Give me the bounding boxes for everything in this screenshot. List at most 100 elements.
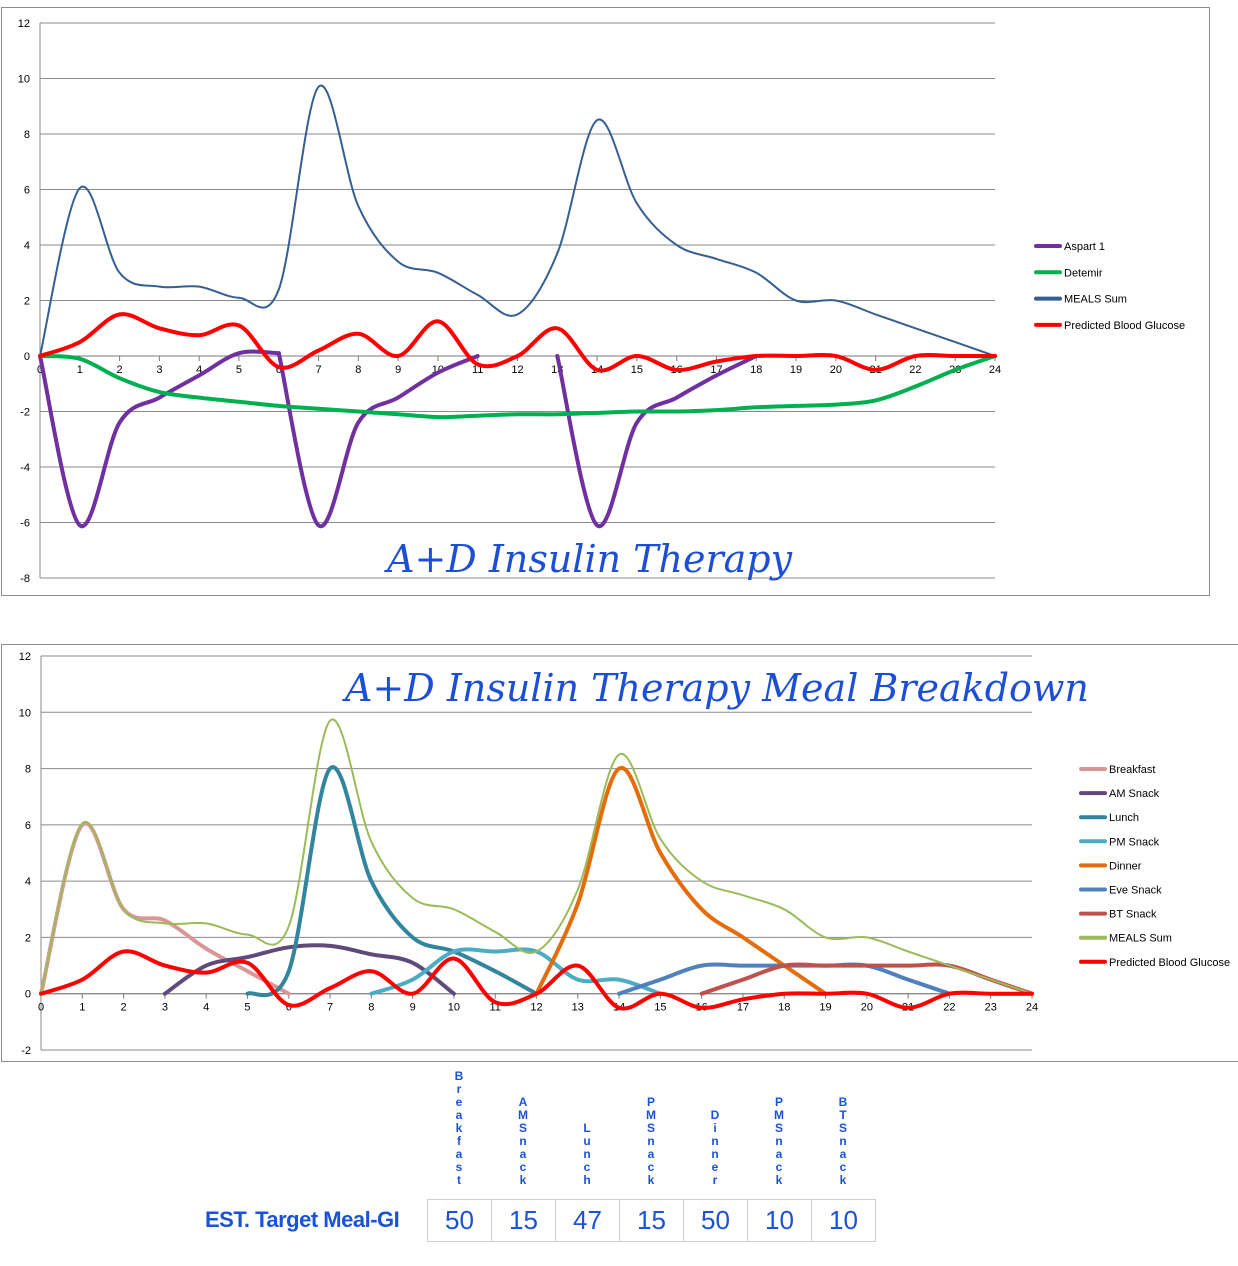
x-tick-label: 24 (989, 364, 1001, 376)
gi-row-label: EST. Target Meal-GI (205, 1207, 400, 1232)
x-tick-label: 18 (778, 1002, 790, 1014)
legend-entry: Lunch (1079, 812, 1139, 824)
gi-value-cell: 50 (427, 1199, 492, 1242)
x-tick-label: 5 (236, 364, 242, 376)
y-tick-label: 12 (18, 18, 30, 30)
legend-label: BT Snack (1109, 909, 1157, 921)
x-tick-label: 5 (244, 1002, 250, 1014)
series-am-snack (162, 943, 456, 996)
series-line (245, 765, 539, 998)
legend-label: Predicted Blood Glucose (1064, 320, 1185, 332)
series-line (39, 949, 1034, 1011)
legend-entry: Breakfast (1079, 764, 1155, 776)
legend-entry: AM Snack (1079, 788, 1160, 800)
x-tick-label: 7 (327, 1002, 333, 1014)
series-line (369, 947, 663, 996)
series-line (555, 354, 759, 529)
x-tick-label: 17 (737, 1002, 749, 1014)
series-line (40, 718, 1033, 995)
series-line (617, 962, 952, 996)
legend-entry: Eve Snack (1079, 885, 1162, 897)
series-line (162, 943, 456, 996)
x-tick-label: 7 (315, 364, 321, 376)
series-line (699, 962, 1034, 996)
gi-value-cell: 47 (555, 1199, 620, 1242)
x-tick-label: 20 (830, 364, 842, 376)
chart-title: A+D Insulin Therapy (384, 537, 793, 581)
y-tick-label: 8 (24, 129, 30, 141)
series-meals-sum (39, 84, 996, 357)
series-meals-sum (40, 718, 1033, 995)
x-tick-label: 0 (37, 364, 43, 376)
x-tick-label: 1 (77, 364, 83, 376)
gi-value-cell: 10 (811, 1199, 876, 1242)
legend-label: PM Snack (1109, 836, 1160, 848)
legend-entry: Dinner (1079, 860, 1142, 872)
series-line (38, 349, 281, 529)
x-tick-label: 8 (355, 364, 361, 376)
y-tick-label: 12 (19, 651, 31, 663)
y-tick-label: 4 (24, 240, 30, 252)
y-tick-label: 10 (18, 74, 30, 86)
x-tick-label: 18 (750, 364, 762, 376)
x-tick-label: 22 (909, 364, 921, 376)
y-tick-label: 0 (24, 351, 30, 363)
x-tick-label: 19 (819, 1002, 831, 1014)
legend-label: Breakfast (1109, 764, 1155, 776)
gi-value-cell: 50 (683, 1199, 748, 1242)
x-tick-label: 15 (654, 1002, 666, 1014)
legend-label: Aspart 1 (1064, 241, 1105, 253)
x-tick-label: 4 (203, 1002, 209, 1014)
x-tick-label: 0 (38, 1002, 44, 1014)
legend-entry: Aspart 1 (1034, 241, 1105, 253)
y-tick-label: 6 (25, 820, 31, 832)
series-dinner (534, 766, 828, 996)
x-tick-label: 23 (985, 1002, 997, 1014)
x-tick-label: 12 (511, 364, 523, 376)
series-line (38, 354, 997, 420)
x-tick-label: 24 (1026, 1002, 1038, 1014)
series-aspart-1 (38, 349, 759, 529)
legend-entry: Predicted Blood Glucose (1079, 957, 1230, 969)
x-tick-label: 9 (410, 1002, 416, 1014)
y-tick-label: 4 (25, 876, 31, 888)
legend-entry: MEALS Sum (1034, 294, 1127, 306)
y-tick-label: 2 (24, 296, 30, 308)
x-tick-label: 8 (368, 1002, 374, 1014)
y-tick-label: 2 (25, 932, 31, 944)
gi-table: 50 15 47 15 50 10 10 (427, 1199, 876, 1242)
y-tick-label: -8 (20, 573, 30, 585)
x-tick-label: 3 (162, 1002, 168, 1014)
x-tick-label: 19 (790, 364, 802, 376)
y-tick-label: -4 (20, 462, 30, 474)
y-tick-label: 8 (25, 764, 31, 776)
legend-label: Eve Snack (1109, 885, 1162, 897)
gi-value-cell: 15 (619, 1199, 684, 1242)
legend-label: Dinner (1109, 860, 1142, 872)
x-tick-label: 2 (121, 1002, 127, 1014)
x-tick-label: 2 (117, 364, 123, 376)
chart-title: A+D Insulin Therapy Meal Breakdown (342, 666, 1089, 710)
legend-entry: MEALS Sum (1079, 933, 1172, 945)
series-line (39, 84, 996, 357)
gi-values-row: 50 15 47 15 50 10 10 (427, 1199, 876, 1242)
x-tick-label: 6 (276, 364, 282, 376)
legend-entry: BT Snack (1079, 909, 1157, 921)
legend-label: MEALS Sum (1109, 933, 1172, 945)
legend-label: Detemir (1064, 267, 1103, 279)
legend-entry: Predicted Blood Glucose (1034, 320, 1185, 332)
x-tick-label: 22 (943, 1002, 955, 1014)
gi-value-cell: 10 (747, 1199, 812, 1242)
series-line (39, 821, 291, 996)
series-line (276, 351, 480, 529)
x-tick-label: 11 (489, 1002, 500, 1014)
